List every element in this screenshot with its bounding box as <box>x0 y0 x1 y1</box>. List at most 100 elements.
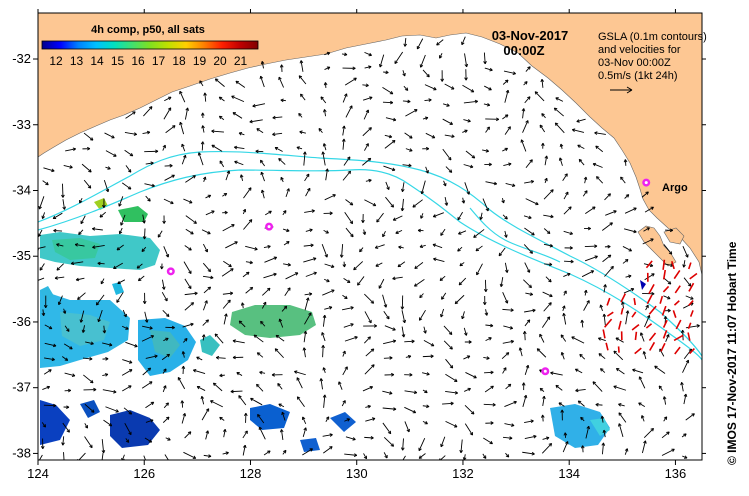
velocity-arrow <box>445 166 453 173</box>
front-velocity-arrow <box>645 323 653 329</box>
y-tick-label: -32 <box>12 51 31 66</box>
velocity-arrow <box>62 422 70 433</box>
velocity-arrow <box>464 423 474 436</box>
velocity-arrow <box>424 98 432 102</box>
velocity-arrow <box>225 241 238 249</box>
front-velocity-arrow <box>689 310 694 317</box>
map-date: 03-Nov-2017 <box>492 28 569 43</box>
velocity-arrow <box>405 354 412 359</box>
argo-float-marker <box>541 367 550 376</box>
velocity-arrow <box>263 450 271 456</box>
velocity-arrow <box>304 292 313 296</box>
velocity-arrow <box>375 262 383 267</box>
velocity-arrow <box>522 451 535 456</box>
velocity-arrow <box>342 366 348 376</box>
land-mass <box>38 13 702 276</box>
velocity-arrow <box>521 108 526 119</box>
velocity-arrow <box>464 182 471 195</box>
velocity-arrow <box>319 378 324 390</box>
velocity-arrow <box>402 163 412 168</box>
velocity-arrow <box>412 199 423 208</box>
velocity-arrow <box>524 96 531 104</box>
velocity-arrow <box>39 263 45 271</box>
velocity-arrow <box>463 99 478 104</box>
velocity-arrow <box>211 144 223 152</box>
velocity-arrow <box>501 198 505 204</box>
velocity-arrow <box>63 405 70 409</box>
velocity-arrow <box>420 180 426 195</box>
velocity-arrow <box>84 436 93 449</box>
velocity-arrow <box>463 355 471 360</box>
velocity-arrow <box>141 246 147 253</box>
velocity-arrow <box>263 272 277 279</box>
velocity-arrow <box>322 367 326 374</box>
velocity-arrow <box>164 163 173 168</box>
velocity-arrow <box>613 350 624 361</box>
velocity-arrow <box>541 316 551 328</box>
velocity-arrow <box>274 348 284 359</box>
velocity-arrow <box>263 244 271 249</box>
velocity-arrow <box>544 262 553 267</box>
velocity-arrow <box>283 241 290 246</box>
velocity-arrow <box>125 438 130 443</box>
velocity-arrow <box>184 278 192 290</box>
velocity-arrow <box>238 320 246 328</box>
velocity-arrow <box>222 291 234 296</box>
velocity-arrow <box>181 413 187 424</box>
velocity-arrow <box>562 441 569 453</box>
velocity-arrow <box>663 295 671 300</box>
velocity-arrow <box>682 359 690 373</box>
velocity-arrow <box>422 372 430 376</box>
velocity-arrow <box>211 129 224 134</box>
velocity-arrow <box>61 183 65 198</box>
colorbar-tick-label: 20 <box>213 54 227 68</box>
velocity-arrow <box>256 128 264 134</box>
velocity-arrow <box>183 451 197 459</box>
gsla-contours <box>38 150 702 361</box>
velocity-arrow <box>501 352 510 359</box>
velocity-arrow <box>499 277 504 287</box>
velocity-arrow <box>301 416 307 425</box>
velocity-arrow <box>116 292 124 303</box>
velocity-arrow <box>196 356 203 361</box>
velocity-arrow <box>505 183 516 188</box>
velocity-arrow <box>622 246 632 252</box>
velocity-arrow <box>458 277 467 286</box>
velocity-arrow <box>542 291 553 298</box>
velocity-arrow <box>362 229 367 235</box>
velocity-arrow <box>271 373 283 377</box>
velocity-arrow <box>260 171 265 182</box>
velocity-arrow <box>285 272 299 280</box>
velocity-arrow <box>363 336 371 344</box>
velocity-arrow <box>401 326 406 338</box>
argo-float-marker <box>265 222 274 231</box>
front-velocity-arrow <box>674 285 681 294</box>
velocity-arrow <box>482 295 487 305</box>
velocity-arrow <box>83 132 94 141</box>
velocity-arrow <box>585 206 596 214</box>
colorbar-tick-label: 15 <box>111 54 125 68</box>
velocity-arrow <box>642 238 654 245</box>
velocity-arrow <box>559 143 564 150</box>
velocity-arrow <box>232 355 244 360</box>
velocity-arrow <box>245 286 254 294</box>
velocity-arrow <box>444 83 455 90</box>
colorbar-tick-label: 19 <box>193 54 207 68</box>
velocity-arrow <box>583 176 588 184</box>
velocity-arrow <box>563 432 568 438</box>
velocity-arrow <box>62 199 66 210</box>
velocity-arrow <box>562 173 568 181</box>
velocity-arrow <box>185 215 197 224</box>
velocity-arrow <box>504 423 515 427</box>
velocity-arrow <box>400 438 405 451</box>
velocity-arrow <box>303 151 307 166</box>
velocity-arrow <box>523 81 528 86</box>
velocity-arrow <box>278 403 285 408</box>
velocity-arrow <box>264 256 278 263</box>
legend-arrow <box>610 86 633 94</box>
velocity-arrow <box>504 400 517 408</box>
velocity-arrow <box>624 194 630 199</box>
velocity-arrow <box>281 305 288 312</box>
velocity-arrow <box>300 93 306 101</box>
velocity-arrow <box>321 344 325 358</box>
